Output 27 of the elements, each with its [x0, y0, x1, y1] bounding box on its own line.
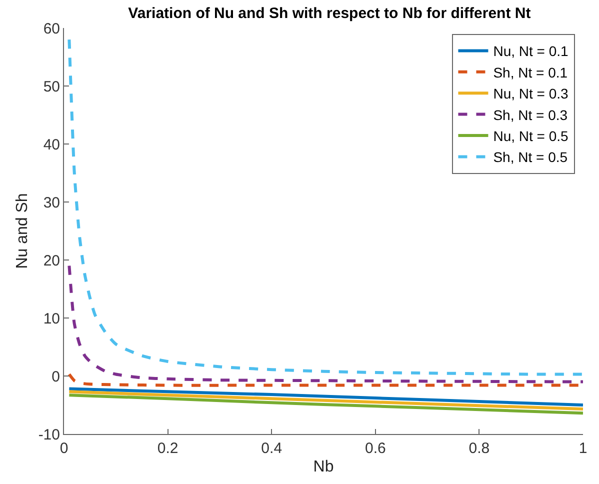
x-tick-label: 1 — [578, 440, 588, 457]
y-tick-label: 30 — [43, 194, 60, 212]
x-tick-label: 0.6 — [364, 440, 386, 457]
y-tick-label: 10 — [43, 310, 60, 328]
y-tick-label: 60 — [43, 20, 60, 38]
legend-label: Sh, Nt = 0.1 — [493, 64, 568, 80]
line-series — [68, 394, 583, 415]
line-series — [68, 38, 583, 376]
legend-label: Nu, Nt = 0.1 — [493, 43, 569, 60]
y-tick-label: 0 — [52, 368, 60, 386]
legend-label: Sh, Nt = 0.5 — [493, 149, 568, 166]
legend-label: Nu, Nt = 0.3 — [493, 86, 569, 102]
line-series — [68, 387, 583, 406]
x-axis-title: Nb — [313, 458, 334, 476]
y-tick-label: 20 — [43, 252, 60, 270]
x-tick-label: 0.8 — [468, 440, 490, 457]
y-tick-label: 50 — [43, 78, 60, 96]
line-series — [68, 390, 583, 411]
y-axis-title: Nu and Sh — [14, 193, 32, 269]
line-series — [68, 264, 583, 384]
chart-title: Variation of Nu and Sh with respect to Nb for different Nt — [128, 4, 531, 22]
y-tick-label: 40 — [43, 136, 60, 154]
x-tick-label: 0.2 — [157, 440, 178, 457]
y-tick-label: -10 — [38, 426, 60, 444]
legend-label: Nu, Nt = 0.5 — [493, 128, 569, 144]
x-tick-label: 0.4 — [261, 440, 282, 457]
legend-label: Sh, Nt = 0.3 — [493, 106, 568, 123]
